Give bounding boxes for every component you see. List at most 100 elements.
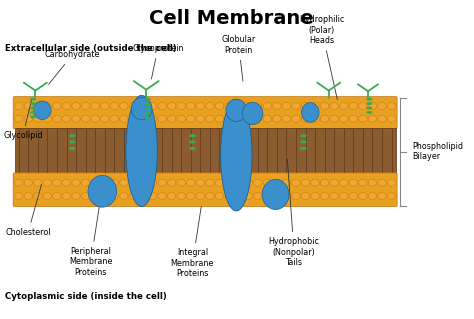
Ellipse shape — [189, 147, 196, 150]
Ellipse shape — [300, 134, 307, 137]
Ellipse shape — [242, 102, 263, 124]
Ellipse shape — [120, 115, 128, 122]
Ellipse shape — [30, 115, 36, 118]
Ellipse shape — [301, 115, 310, 122]
Ellipse shape — [366, 107, 373, 109]
Ellipse shape — [311, 115, 319, 122]
Ellipse shape — [235, 115, 243, 122]
Ellipse shape — [225, 179, 233, 186]
Ellipse shape — [339, 102, 348, 109]
Ellipse shape — [72, 102, 80, 109]
Bar — [15, 128, 396, 174]
Ellipse shape — [129, 115, 137, 122]
Ellipse shape — [110, 179, 118, 186]
Ellipse shape — [387, 179, 396, 186]
Ellipse shape — [225, 115, 233, 122]
Ellipse shape — [82, 179, 90, 186]
Text: Extracellular side (outside the cell): Extracellular side (outside the cell) — [5, 44, 177, 53]
Ellipse shape — [24, 193, 32, 199]
Ellipse shape — [235, 102, 243, 109]
Ellipse shape — [43, 102, 52, 109]
Ellipse shape — [148, 179, 157, 186]
Ellipse shape — [30, 102, 36, 105]
Ellipse shape — [43, 179, 52, 186]
Ellipse shape — [82, 193, 90, 199]
Ellipse shape — [292, 193, 300, 199]
Ellipse shape — [139, 115, 147, 122]
Ellipse shape — [301, 102, 310, 109]
Ellipse shape — [187, 179, 195, 186]
Ellipse shape — [254, 115, 262, 122]
Ellipse shape — [82, 102, 90, 109]
Ellipse shape — [34, 179, 42, 186]
Ellipse shape — [177, 179, 185, 186]
Ellipse shape — [189, 134, 196, 137]
Ellipse shape — [215, 193, 224, 199]
Ellipse shape — [226, 99, 247, 122]
Ellipse shape — [100, 179, 109, 186]
Ellipse shape — [262, 179, 289, 210]
Ellipse shape — [301, 193, 310, 199]
Ellipse shape — [34, 101, 51, 120]
Ellipse shape — [273, 115, 281, 122]
Ellipse shape — [330, 193, 338, 199]
Ellipse shape — [129, 102, 137, 109]
Ellipse shape — [263, 179, 272, 186]
Text: Cholesterol: Cholesterol — [5, 184, 51, 237]
Ellipse shape — [378, 102, 386, 109]
Ellipse shape — [187, 193, 195, 199]
Ellipse shape — [120, 179, 128, 186]
Ellipse shape — [187, 115, 195, 122]
Ellipse shape — [43, 115, 52, 122]
Ellipse shape — [145, 107, 151, 110]
Ellipse shape — [235, 179, 243, 186]
Ellipse shape — [196, 179, 204, 186]
Ellipse shape — [43, 193, 52, 199]
Ellipse shape — [72, 179, 80, 186]
Text: Phospholipid
Bilayer: Phospholipid Bilayer — [412, 142, 463, 161]
Ellipse shape — [100, 102, 109, 109]
Ellipse shape — [254, 102, 262, 109]
Ellipse shape — [110, 115, 118, 122]
Ellipse shape — [225, 102, 233, 109]
Ellipse shape — [339, 193, 348, 199]
Ellipse shape — [30, 107, 36, 109]
Ellipse shape — [215, 115, 224, 122]
Ellipse shape — [91, 102, 100, 109]
Ellipse shape — [206, 102, 214, 109]
Ellipse shape — [349, 193, 357, 199]
Ellipse shape — [88, 175, 117, 207]
Ellipse shape — [110, 102, 118, 109]
Ellipse shape — [63, 102, 71, 109]
Ellipse shape — [320, 102, 329, 109]
Ellipse shape — [292, 102, 300, 109]
Ellipse shape — [24, 115, 32, 122]
Ellipse shape — [167, 179, 176, 186]
Ellipse shape — [167, 193, 176, 199]
Ellipse shape — [129, 193, 137, 199]
Ellipse shape — [177, 102, 185, 109]
Ellipse shape — [15, 193, 23, 199]
Ellipse shape — [148, 115, 157, 122]
Ellipse shape — [273, 193, 281, 199]
Text: Globular
Protein: Globular Protein — [221, 35, 256, 81]
Ellipse shape — [378, 179, 386, 186]
Ellipse shape — [378, 115, 386, 122]
Ellipse shape — [282, 115, 291, 122]
Ellipse shape — [63, 193, 71, 199]
FancyBboxPatch shape — [13, 97, 397, 129]
Ellipse shape — [244, 179, 252, 186]
Ellipse shape — [148, 193, 157, 199]
Ellipse shape — [300, 140, 307, 144]
Ellipse shape — [254, 193, 262, 199]
Text: Glycolipid: Glycolipid — [3, 100, 43, 140]
Ellipse shape — [311, 193, 319, 199]
Ellipse shape — [145, 117, 151, 120]
Ellipse shape — [148, 102, 157, 109]
Text: Hydrophilic
(Polar)
Heads: Hydrophilic (Polar) Heads — [299, 15, 345, 100]
Ellipse shape — [220, 100, 252, 211]
Ellipse shape — [63, 115, 71, 122]
Text: Peripheral
Membrane
Proteins: Peripheral Membrane Proteins — [69, 204, 112, 277]
Ellipse shape — [301, 179, 310, 186]
Ellipse shape — [187, 102, 195, 109]
